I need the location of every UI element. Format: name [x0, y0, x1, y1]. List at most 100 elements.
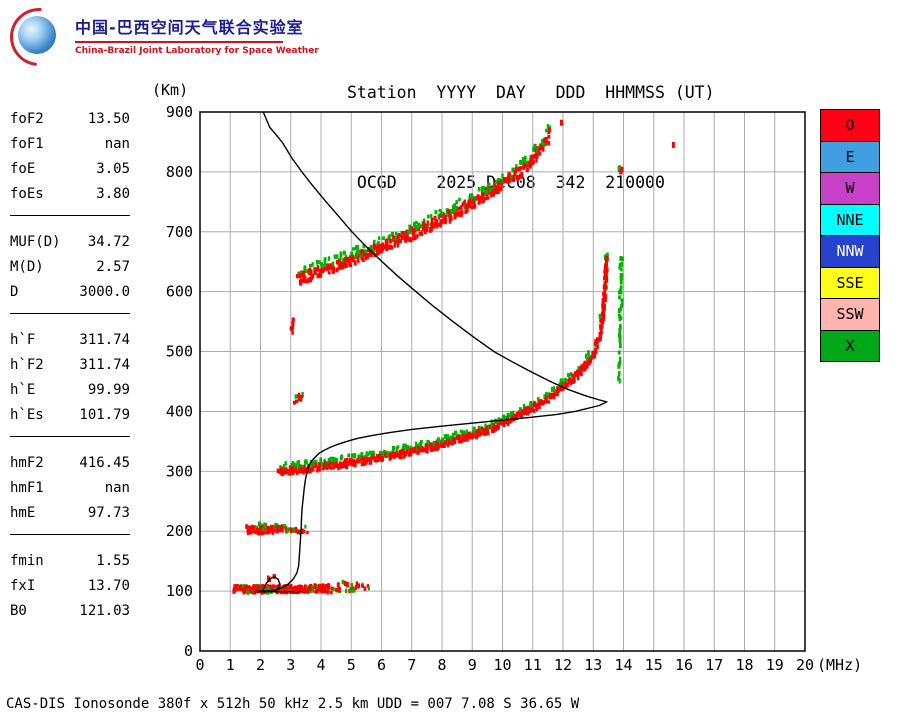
parameter-value: 311.74 — [79, 331, 130, 348]
parameter-label: fmin — [10, 552, 44, 569]
ionogram-chart: 0 1 2 3 4 5 6 7 8 9 10 11 12 13 14 15 16 17 18 19 2001002003… — [152, 81, 862, 674]
svg-text:10: 10 — [493, 656, 511, 674]
parameter-row: foEs 3.80 — [10, 181, 130, 206]
parameter-value: 1.55 — [96, 552, 130, 569]
parameter-value: 416.45 — [79, 454, 130, 471]
svg-text:100: 100 — [166, 582, 193, 600]
legend-item-W: W — [820, 172, 880, 205]
svg-text:500: 500 — [166, 343, 193, 361]
parameter-label: foF1 — [10, 135, 44, 152]
parameter-label: hmF2 — [10, 454, 44, 471]
parameter-label: hmF1 — [10, 479, 44, 496]
legend-item-SSE: SSE — [820, 266, 880, 299]
parameter-group-divider — [10, 215, 130, 216]
parameter-group-divider — [10, 313, 130, 314]
parameter-value: 2.57 — [96, 258, 130, 275]
parameter-value: 3.05 — [96, 160, 130, 177]
true-height-profile-line — [254, 112, 608, 593]
svg-text:600: 600 — [166, 283, 193, 301]
parameter-row: h`F2 311.74 — [10, 352, 130, 377]
parameter-value: 121.03 — [79, 602, 130, 619]
svg-text:5: 5 — [347, 656, 356, 674]
legend-item-SSW: SSW — [820, 298, 880, 331]
legend-item-NNE: NNE — [820, 203, 880, 236]
parameter-row: hmF1 nan — [10, 475, 130, 500]
echo-direction-legend: O E W NNE NNW SSE SSW X — [820, 109, 880, 362]
parameter-group-divider — [10, 534, 130, 535]
instrument-info-footer: CAS-DIS Ionosonde 380f x 512h 50 kHz 2.5… — [6, 696, 580, 712]
logo-underline — [75, 41, 283, 43]
parameter-row: hmF2 416.45 — [10, 450, 130, 475]
parameter-label: h`Es — [10, 406, 44, 423]
grid-lines — [200, 112, 805, 651]
svg-text:12: 12 — [554, 656, 572, 674]
parameter-row: D 3000.0 — [10, 279, 130, 304]
parameter-row: B0 121.03 — [10, 598, 130, 623]
parameter-label: foE — [10, 160, 36, 177]
parameter-row: h`Es 101.79 — [10, 402, 130, 427]
legend-item-X: X — [820, 329, 880, 362]
parameter-row: h`F 311.74 — [10, 327, 130, 352]
parameter-row: foF2 13.50 — [10, 106, 130, 131]
orbit-ring-icon — [0, 0, 80, 78]
parameter-value: 3.80 — [96, 185, 130, 202]
parameter-panel: foF2 13.50 foF1 nan foE 3.05 foEs 3.80 MUF(D) 34.… — [10, 106, 130, 623]
svg-text:2: 2 — [256, 656, 265, 674]
svg-text:6: 6 — [377, 656, 386, 674]
parameter-label: h`F2 — [10, 356, 44, 373]
svg-text:1: 1 — [226, 656, 235, 674]
plot-frame — [199, 111, 806, 652]
svg-text:7: 7 — [407, 656, 416, 674]
x-axis-unit-label: (MHz) — [817, 656, 862, 674]
legend-item-O: O — [820, 109, 880, 142]
svg-text:11: 11 — [524, 656, 542, 674]
parameter-row: h`E 99.99 — [10, 377, 130, 402]
svg-text:17: 17 — [705, 656, 723, 674]
parameter-value: 13.50 — [87, 110, 130, 127]
lab-title-chinese: 中国-巴西空间天气联合实验室 — [75, 18, 304, 37]
globe-icon — [18, 16, 56, 54]
parameter-value: 311.74 — [79, 356, 130, 373]
y-axis-unit-label: (Km) — [152, 81, 188, 99]
svg-text:3: 3 — [286, 656, 295, 674]
parameter-group-divider — [10, 436, 130, 437]
svg-text:700: 700 — [166, 223, 193, 241]
svg-text:8: 8 — [437, 656, 446, 674]
parameter-label: B0 — [10, 602, 27, 619]
parameter-row: fmin 1.55 — [10, 548, 130, 573]
legend-item-E: E — [820, 140, 880, 173]
svg-text:300: 300 — [166, 462, 193, 480]
svg-text:4: 4 — [316, 656, 325, 674]
svg-text:800: 800 — [166, 163, 193, 181]
svg-text:14: 14 — [614, 656, 632, 674]
parameter-label: fxI — [10, 577, 36, 594]
svg-text:19: 19 — [766, 656, 784, 674]
parameter-value: 34.72 — [87, 233, 130, 250]
parameter-label: hmE — [10, 504, 36, 521]
parameter-value: 101.79 — [79, 406, 130, 423]
legend-item-NNW: NNW — [820, 235, 880, 268]
lab-title-english: China-Brazil Joint Laboratory for Space … — [75, 46, 319, 56]
axis-labels: 0 1 2 3 4 5 6 7 8 9 10 11 12 13 14 15 16 17 18 19 2001002003… — [152, 81, 862, 674]
svg-text:18: 18 — [735, 656, 753, 674]
echo-scatter-layer — [232, 119, 675, 595]
svg-text:900: 900 — [166, 103, 193, 121]
lab-globe-icon — [0, 0, 80, 78]
parameter-label: MUF(D) — [10, 233, 61, 250]
parameter-value: 97.73 — [87, 504, 130, 521]
parameter-row: MUF(D) 34.72 — [10, 229, 130, 254]
parameter-value: nan — [104, 135, 130, 152]
parameter-value: 3000.0 — [79, 283, 130, 300]
svg-text:20: 20 — [796, 656, 814, 674]
parameter-label: h`F — [10, 331, 36, 348]
parameter-label: foF2 — [10, 110, 44, 127]
svg-text:15: 15 — [645, 656, 663, 674]
parameter-value: nan — [104, 479, 130, 496]
parameter-label: foEs — [10, 185, 44, 202]
svg-text:400: 400 — [166, 402, 193, 420]
parameter-row: M(D) 2.57 — [10, 254, 130, 279]
parameter-value: 13.70 — [87, 577, 130, 594]
svg-text:16: 16 — [675, 656, 693, 674]
lab-logo-text: 中国-巴西空间天气联合实验室 China-Brazil Joint Labora… — [75, 14, 319, 56]
